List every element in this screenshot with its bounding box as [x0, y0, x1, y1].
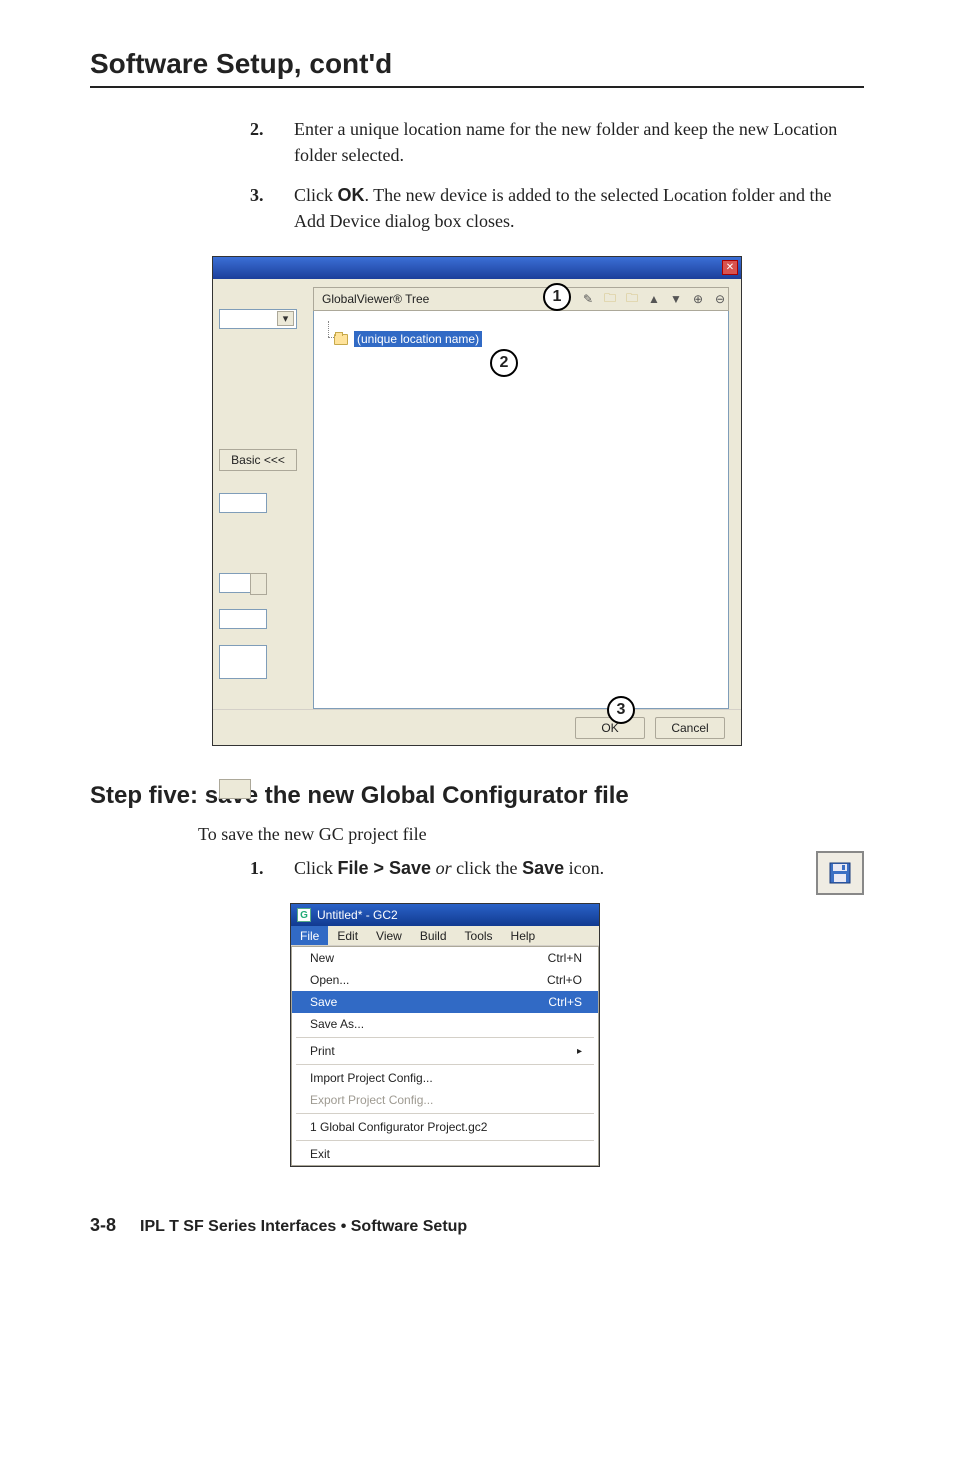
menu-item-label: New [310, 951, 334, 965]
tree-header-label: GlobalViewer® Tree [322, 292, 429, 306]
folder-new-icon[interactable]: 🗀 [602, 292, 618, 306]
add-device-dialog: ✕ Basic <<< GlobalViewer® Tree ✎ 🗀 🗀 [212, 256, 742, 746]
field-stub[interactable] [219, 609, 267, 629]
menu-item-accel: Ctrl+O [547, 973, 582, 987]
window-title: Untitled* - GC2 [317, 908, 398, 922]
menu-separator [296, 1140, 594, 1141]
menu-file[interactable]: File [291, 926, 328, 945]
page-footer: 3-8 IPL T SF Series Interfaces • Softwar… [90, 1215, 864, 1236]
app-icon: G [297, 908, 311, 922]
save-icon-thumbnail [816, 851, 864, 895]
file-menu-figure: G Untitled* - GC2 File Edit View Build T… [290, 903, 864, 1167]
text: icon. [564, 858, 604, 878]
menu-build[interactable]: Build [411, 926, 456, 945]
step-body: Click File > Save or click the Save icon… [294, 855, 864, 881]
menu-item[interactable]: 1 Global Configurator Project.gc2 [292, 1116, 598, 1138]
step-num: 1. [250, 855, 294, 881]
menu-separator [296, 1064, 594, 1065]
step-1: 1. Click File > Save or click the Save i… [250, 855, 864, 881]
menu-item-label: Import Project Config... [310, 1071, 433, 1085]
footer-page-number: 3-8 [90, 1215, 116, 1236]
menu-item-label: Exit [310, 1147, 330, 1161]
dialog-left-panel: Basic <<< [213, 301, 303, 673]
menu-item-label: Print [310, 1044, 335, 1058]
menubar[interactable]: File Edit View Build Tools Help [291, 926, 599, 946]
basic-toggle-button[interactable]: Basic <<< [219, 449, 297, 471]
menu-item[interactable]: Exit [292, 1143, 598, 1165]
menu-item[interactable]: New Ctrl+N [292, 947, 598, 969]
menu-item-label: Export Project Config... [310, 1093, 433, 1107]
plus-icon[interactable]: ⊕ [690, 292, 706, 306]
globalviewer-tree-panel: GlobalViewer® Tree ✎ 🗀 🗀 ▲ ▼ ⊕ ⊖ (unique… [313, 287, 729, 709]
down-icon[interactable]: ▼ [668, 292, 684, 306]
menu-item-accel: Ctrl+N [548, 951, 582, 965]
ok-button[interactable]: OK [575, 717, 645, 739]
minus-icon[interactable]: ⊖ [712, 292, 728, 306]
add-device-dialog-figure: ✕ Basic <<< GlobalViewer® Tree ✎ 🗀 🗀 [90, 256, 864, 746]
tree-body[interactable]: (unique location name) 2 [313, 311, 729, 709]
close-icon[interactable]: ✕ [722, 260, 738, 275]
numeric-stepper[interactable] [219, 573, 267, 593]
menu-item[interactable]: Save As... [292, 1013, 598, 1035]
menu-separator [296, 1037, 594, 1038]
folder-icon[interactable]: 🗀 [624, 292, 640, 306]
step-body: Enter a unique location name for the new… [294, 116, 864, 168]
tree-header: GlobalViewer® Tree ✎ 🗀 🗀 ▲ ▼ ⊕ ⊖ [313, 287, 729, 311]
page-title: Software Setup, cont'd [90, 48, 864, 88]
menu-item: Export Project Config... [292, 1089, 598, 1111]
menu-edit[interactable]: Edit [328, 926, 367, 945]
or-text: or [431, 858, 456, 878]
step-body: Click OK. The new device is added to the… [294, 182, 864, 234]
step-num: 3. [250, 182, 294, 234]
field-stub[interactable] [219, 645, 267, 679]
menu-item-accel: Ctrl+S [548, 995, 582, 1009]
file-dropdown: New Ctrl+N Open... Ctrl+O Save Ctrl+S Save As.… [291, 946, 599, 1166]
text: . The new device is added to the selecte… [294, 185, 832, 231]
window-titlebar[interactable]: G Untitled* - GC2 [291, 904, 599, 926]
menu-item[interactable]: Print ▸ [292, 1040, 598, 1062]
callout-2: 2 [490, 349, 518, 377]
menu-item-label: Open... [310, 973, 349, 987]
step-num: 2. [250, 116, 294, 168]
submenu-arrow-icon: ▸ [577, 1046, 582, 1057]
field-stub[interactable] [219, 779, 251, 799]
footer-text: IPL T SF Series Interfaces • Software Se… [140, 1218, 467, 1236]
top-steps: 2. Enter a unique location name for the … [250, 116, 864, 234]
tree-item-label: (unique location name) [354, 331, 482, 347]
menu-tools[interactable]: Tools [456, 926, 502, 945]
gc2-window: G Untitled* - GC2 File Edit View Build T… [290, 903, 600, 1167]
menu-item[interactable]: Open... Ctrl+O [292, 969, 598, 991]
file-save-bold: File > Save [338, 858, 432, 878]
menu-item-label: 1 Global Configurator Project.gc2 [310, 1120, 487, 1134]
step-3: 3. Click OK. The new device is added to … [250, 182, 864, 234]
menu-help[interactable]: Help [502, 926, 545, 945]
floppy-disk-icon [829, 862, 851, 884]
step5-block: 1. Click File > Save or click the Save i… [250, 855, 864, 881]
menu-item[interactable]: Save Ctrl+S [292, 991, 598, 1013]
text: Click [294, 185, 338, 205]
field-stub[interactable] [219, 493, 267, 513]
cancel-button[interactable]: Cancel [655, 717, 725, 739]
tree-item-location[interactable]: (unique location name) [334, 331, 720, 347]
menu-item[interactable]: Import Project Config... [292, 1067, 598, 1089]
folder-icon [334, 334, 348, 345]
pencil-icon[interactable]: ✎ [580, 292, 596, 306]
up-icon[interactable]: ▲ [646, 292, 662, 306]
section-heading: Step five: save the new Global Configura… [90, 782, 864, 810]
menu-view[interactable]: View [367, 926, 411, 945]
text: Click [294, 858, 338, 878]
menu-item-label: Save [310, 995, 337, 1009]
step-2: 2. Enter a unique location name for the … [250, 116, 864, 168]
text: click the [456, 858, 522, 878]
ok-bold: OK [338, 185, 365, 205]
dialog-titlebar[interactable]: ✕ [213, 257, 741, 279]
menu-item-label: Save As... [310, 1017, 364, 1031]
save-bold: Save [522, 858, 564, 878]
section-intro: To save the new GC project file [198, 824, 864, 845]
menu-separator [296, 1113, 594, 1114]
dialog-footer: 3 OK Cancel [213, 709, 741, 745]
type-dropdown[interactable] [219, 309, 297, 329]
